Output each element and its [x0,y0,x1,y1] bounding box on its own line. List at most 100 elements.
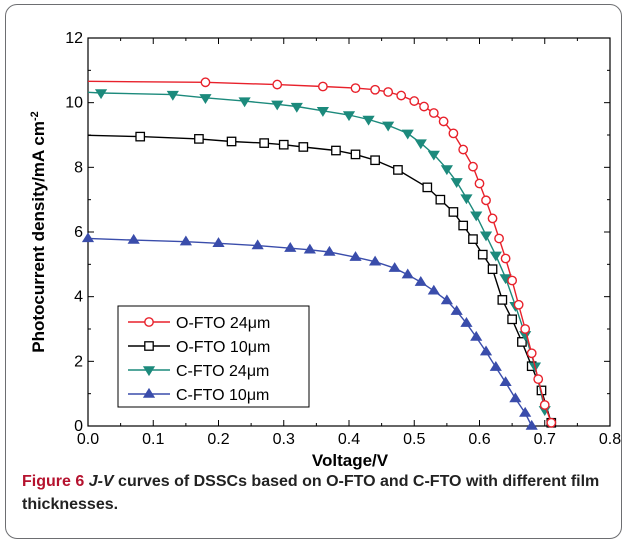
x-tick-label: 0.1 [142,431,164,448]
x-tick-label: 0.2 [207,431,229,448]
data-point [448,207,459,217]
data-point [419,101,429,112]
y-tick-label: 0 [74,418,83,435]
data-point [284,242,297,252]
data-point [440,165,453,176]
data-point [251,239,264,250]
data-point [533,374,544,385]
data-point [401,129,414,140]
data-point [144,341,154,351]
y-axis-title-main: Photocurrent density/mA cm [29,121,48,353]
data-point [479,231,493,242]
data-point [509,392,522,403]
data-point [135,131,146,142]
data-point [468,161,478,172]
axes: 0.0 0.1 0.2 0.3 0.4 0.5 0.6 0.7 0.8 0 2 4 6 8 10 12 [65,30,621,448]
data-point [226,136,237,147]
data-point [520,324,531,334]
data-point [500,253,511,264]
x-tick-label: 0.5 [403,431,425,448]
data-point [350,149,361,160]
data-point [477,249,488,260]
data-point [272,79,283,90]
data-point [470,330,483,341]
data-point [388,262,401,272]
legend-item: O-FTO 24μm [128,315,270,332]
data-point [369,255,382,266]
data-point [370,155,380,166]
jv-chart: 0.0 0.1 0.2 0.3 0.4 0.5 0.6 0.7 0.8 0 2 4 6 8 10 12 O-F… [29,30,621,470]
data-point [317,81,328,92]
series-c-fto-24-m [87,89,551,416]
data-point [458,220,469,231]
data-point [440,294,453,305]
x-tick-label: 0.3 [273,431,295,448]
data-point [142,387,156,398]
data-point [448,128,459,139]
data-point [382,121,395,132]
y-tick-label: 2 [74,353,83,370]
y-tick-label: 10 [65,95,83,112]
data-point [194,134,204,144]
x-tick-label: 0.4 [338,431,360,448]
y-tick-label: 6 [74,224,83,241]
x-tick-label: 0.8 [599,431,621,448]
data-point [438,116,449,127]
data-point [144,317,154,327]
data-point [474,178,485,189]
legend-label: C-FTO 24μm [176,363,269,380]
data-point [427,150,440,161]
y-tick-label: 12 [65,30,83,47]
data-point [428,108,439,118]
data-point [238,97,251,108]
data-point [383,87,394,97]
data-point [393,165,403,175]
x-axis-title: Voltage/V [312,451,389,470]
data-point [401,268,414,279]
data-point [290,102,303,113]
data-point [546,417,557,428]
y-tick-label: 4 [74,289,83,306]
data-point [323,245,336,256]
data-point [517,337,527,347]
data-point [499,376,512,387]
data-point [519,406,532,417]
data-point [200,77,211,88]
caption-jv: J-V [88,473,114,490]
data-point [507,314,517,325]
data-point [349,251,362,261]
data-point [487,213,498,224]
y-tick-label: 8 [74,159,83,176]
caption-text: curves of DSSCs based on O-FTO and C-FTO… [22,473,600,513]
data-point [331,145,341,156]
figure-caption: Figure 6 J-V curves of DSSCs based on O-… [22,470,608,516]
data-point [507,275,518,286]
data-point [298,142,309,152]
data-point [370,84,380,95]
data-point [497,295,508,305]
data-point [525,419,538,430]
data-point [303,243,316,254]
data-point [414,139,427,150]
data-point [513,299,524,310]
data-point [142,366,156,377]
data-point [94,89,108,100]
data-point [458,144,469,155]
data-point [435,194,446,205]
data-point [259,138,270,148]
x-tick-label: 0.7 [534,431,556,448]
data-point [316,107,329,117]
data-point [470,211,483,222]
legend-item: C-FTO 10μm [128,387,269,404]
data-point [468,234,478,244]
data-point [127,233,140,244]
data-point [278,139,289,150]
data-point [489,251,502,262]
data-point [166,90,179,101]
data-point [494,233,504,244]
data-point [414,275,427,286]
series-c-fto-10-m [81,232,538,430]
data-point [460,194,473,205]
y-axis-title: Photocurrent density/mA cm-2 [29,111,48,353]
data-point [81,232,95,243]
